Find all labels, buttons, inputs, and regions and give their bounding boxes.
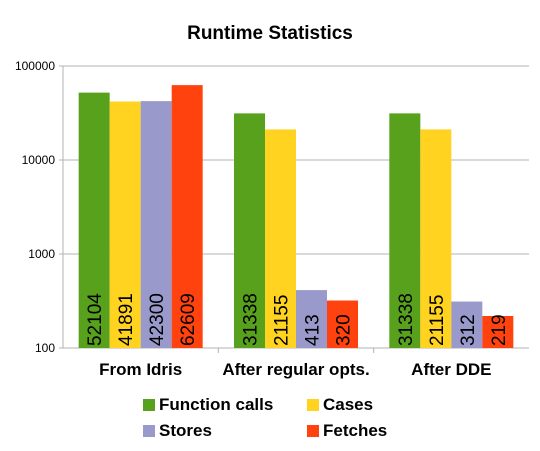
bar [171, 85, 203, 348]
bar-value-label: 52104 [85, 293, 106, 346]
legend-swatch [143, 399, 155, 411]
bar-value-label: 320 [334, 314, 355, 346]
legend-swatch [143, 425, 155, 437]
bar [78, 92, 110, 348]
bar [482, 315, 514, 348]
bar [109, 101, 141, 348]
bar-value-label: 31338 [396, 293, 417, 346]
chart-title: Runtime Statistics [187, 23, 353, 44]
category-label: From Idris [99, 360, 182, 379]
y-axis-ticks: 100 1000 10000 100000 [15, 59, 55, 355]
legend-swatch [307, 399, 319, 411]
bar [296, 290, 327, 348]
legend-label: Cases [323, 395, 373, 414]
bar-value-label: 219 [489, 314, 510, 346]
category-label: After regular opts. [222, 360, 369, 379]
y-tick-label: 10000 [22, 153, 56, 167]
y-tick-label: 100 [35, 341, 55, 355]
bar-value-label: 413 [303, 314, 324, 346]
category-label: After DDE [411, 360, 491, 379]
bar [265, 129, 296, 348]
bar-value-label: 42300 [147, 293, 168, 346]
legend-label: Stores [159, 421, 212, 440]
bars: 52104 41891 42300 62609 31338 21155 413 320 3133… [78, 85, 514, 349]
bar-value-label: 41891 [116, 293, 137, 346]
bar [420, 129, 452, 348]
legend-label: Function calls [159, 395, 273, 414]
y-tick-label: 1000 [28, 247, 55, 261]
legend-label: Fetches [323, 421, 387, 440]
bar [327, 300, 358, 348]
bar-value-label: 312 [458, 314, 479, 346]
bar [234, 113, 265, 349]
category-labels: From Idris After regular opts. After DDE [99, 360, 491, 379]
legend-swatch [307, 425, 319, 437]
bar [389, 113, 421, 349]
bar [140, 101, 172, 348]
bar-value-label: 21155 [272, 295, 293, 346]
bar-value-label: 62609 [178, 293, 199, 346]
bar-value-label: 21155 [427, 295, 448, 346]
bar [451, 301, 483, 348]
y-tick-label: 100000 [15, 59, 55, 73]
legend: Function calls Cases Stores Fetches [143, 395, 387, 440]
bar-value-label: 31338 [241, 293, 262, 346]
